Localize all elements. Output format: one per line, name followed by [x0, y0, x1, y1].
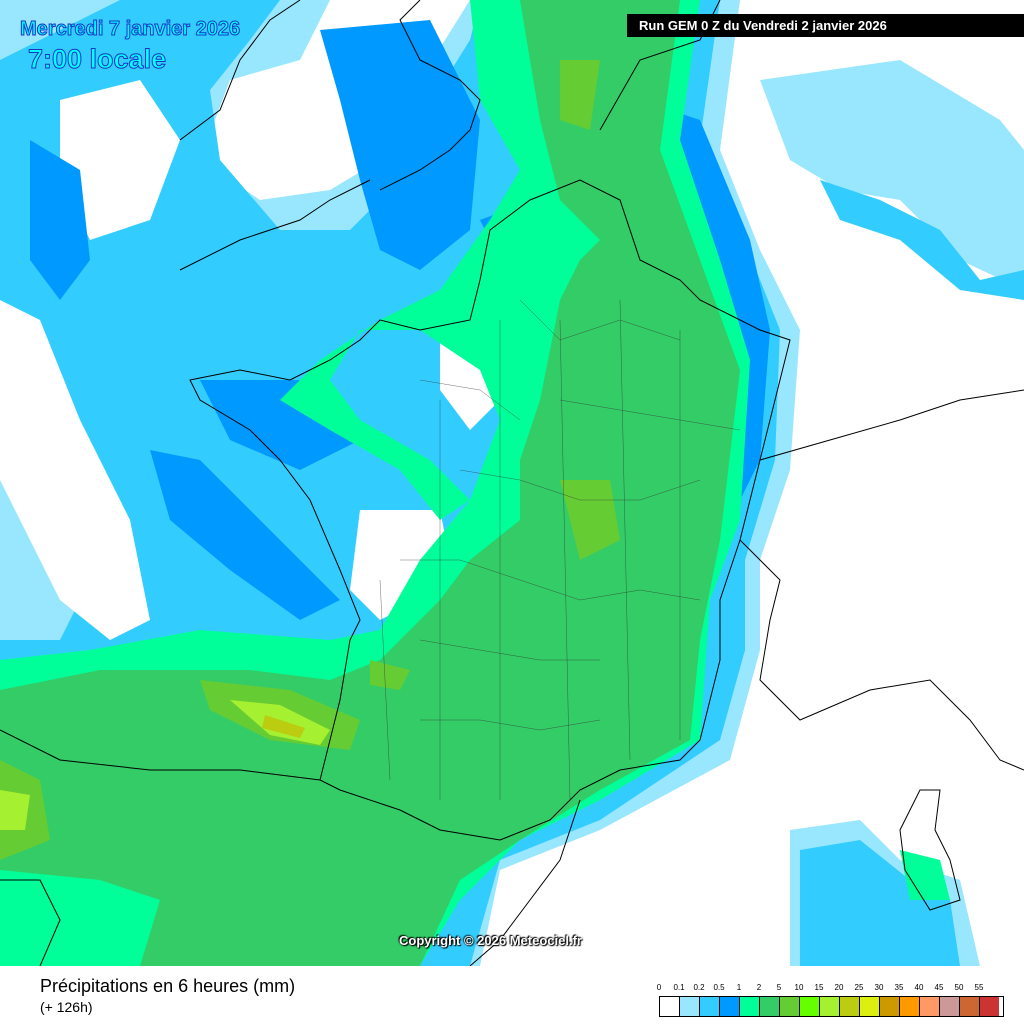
legend-label: 2 [756, 983, 762, 992]
legend-swatch [820, 997, 840, 1016]
legend-label: 0.2 [693, 983, 705, 992]
forecast-time: 7:00 locale [27, 44, 167, 75]
legend-label: 10 [794, 983, 804, 992]
legend-swatch [700, 997, 720, 1016]
parameter-title: Précipitations en 6 heures (mm) [40, 976, 296, 996]
forecast-date: Mercredi 7 janvier 2026 [19, 18, 241, 41]
legend-swatch [940, 997, 960, 1016]
legend-labels: 0 0.1 0.2 0.5 1 2 5 10 15 20 25 30 35 40 45 50 55 [656, 983, 1004, 996]
legend-swatch [980, 997, 999, 1016]
legend-label: 15 [814, 983, 824, 992]
legend-label: 45 [934, 983, 944, 992]
legend-label: 25 [854, 983, 864, 992]
legend-label: 5 [776, 983, 782, 992]
country-borders [0, 0, 1024, 966]
legend-swatch [840, 997, 860, 1016]
color-legend: 0 0.1 0.2 0.5 1 2 5 10 15 20 25 30 35 40 45 50 55 [656, 983, 1004, 1017]
legend-label: 20 [834, 983, 844, 992]
legend-label: 40 [914, 983, 924, 992]
legend-label: 55 [974, 983, 984, 992]
legend-swatch [960, 997, 980, 1016]
legend-swatch [780, 997, 800, 1016]
legend-label: 30 [874, 983, 884, 992]
legend-swatch [800, 997, 820, 1016]
legend-label: 1 [736, 983, 742, 992]
legend-swatch [660, 997, 680, 1016]
department-borders [379, 299, 741, 801]
model-run-banner: Run GEM 0 Z du Vendredi 2 janvier 2026 [627, 14, 1024, 37]
precip-20-zones [262, 715, 305, 738]
precip-5-zones [0, 0, 740, 966]
legend-swatch [760, 997, 780, 1016]
lead-time: (+ 126h) [40, 999, 93, 1015]
precipitation-map [0, 0, 1024, 966]
legend-label: 35 [894, 983, 904, 992]
legend-swatch [680, 997, 700, 1016]
legend-swatch [880, 997, 900, 1016]
legend-swatch [720, 997, 740, 1016]
legend-swatch [920, 997, 940, 1016]
legend-label: 0.5 [713, 983, 725, 992]
legend-swatches [659, 996, 1004, 1017]
legend-label: 0.1 [673, 983, 685, 992]
legend-label: 50 [954, 983, 964, 992]
copyright-watermark: Copyright © 2026 Meteociel.fr [399, 933, 582, 948]
legend-label: 0 [656, 983, 662, 992]
legend-swatch [900, 997, 920, 1016]
legend-swatch [740, 997, 760, 1016]
legend-swatch [860, 997, 880, 1016]
